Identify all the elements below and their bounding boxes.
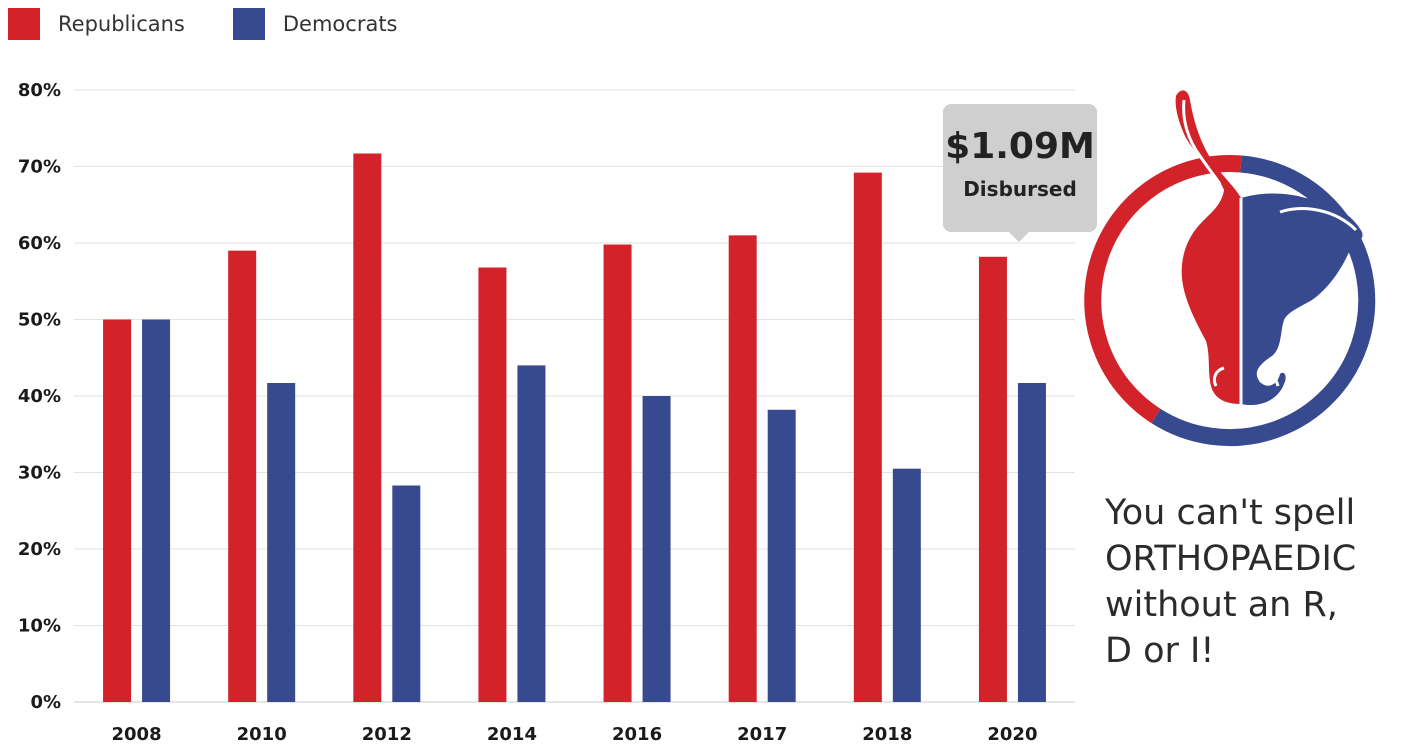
bar-republicans-2018 (853, 172, 882, 702)
bars (103, 153, 1046, 702)
slogan-line-2: ORTHOPAEDIC (1105, 539, 1357, 579)
x-axis-ticks: 2008 2010 2012 2014 2016 2017 2018 2020 (112, 724, 1038, 745)
x-tick-label: 2012 (362, 724, 412, 745)
y-tick-label: 70% (18, 157, 61, 178)
x-tick-label: 2008 (112, 724, 162, 745)
legend-swatch-republicans (8, 8, 40, 40)
bar-republicans-2020 (978, 256, 1007, 702)
bar-chart: 0%10%20%30%40%50%60%70%80% 2008 2010 2012 2… (18, 80, 1075, 745)
y-axis-ticks: 0% 10% 20% 30% 40% 50% 60% 70% 80% (18, 80, 61, 713)
slogan: You can't spell ORTHOPAEDIC without an R… (1105, 490, 1405, 674)
y-tick-label: 60% (18, 233, 61, 254)
bar-republicans-2012 (353, 153, 382, 702)
tooltip-amount: $1.09M (945, 126, 1095, 167)
x-tick-label: 2020 (987, 724, 1037, 745)
y-tick-label: 40% (18, 386, 61, 407)
disbursed-tooltip: $1.09M Disbursed (943, 104, 1097, 242)
bar-democrats-2017 (767, 409, 796, 702)
bar-democrats-2014 (517, 365, 546, 702)
grid-lines (74, 89, 1075, 703)
y-tick-label: 50% (18, 310, 61, 331)
y-tick-label: 30% (18, 463, 61, 484)
legend-label-republicans: Republicans (58, 12, 185, 36)
y-tick-label: 20% (18, 539, 61, 560)
bar-democrats-2018 (892, 468, 921, 702)
legend-item-democrats: Democrats (232, 8, 398, 40)
legend-label-democrats: Democrats (282, 12, 398, 36)
bar-republicans-2017 (728, 235, 757, 702)
y-tick-label: 80% (18, 80, 61, 101)
slogan-line-3: without an R, (1105, 585, 1338, 625)
tooltip-label: Disbursed (963, 177, 1077, 201)
bar-republicans-2014 (478, 267, 507, 702)
bar-republicans-2016 (603, 244, 632, 702)
bar-democrats-2016 (642, 396, 671, 702)
x-tick-label: 2018 (862, 724, 912, 745)
bar-democrats-2020 (1017, 382, 1046, 702)
x-tick-label: 2014 (487, 724, 537, 745)
x-tick-label: 2017 (737, 724, 787, 745)
x-tick-label: 2016 (612, 724, 662, 745)
elephant-donkey-hybrid-icon (1084, 90, 1376, 447)
legend-swatch-democrats (232, 8, 265, 40)
slogan-line-1: You can't spell (1105, 493, 1356, 533)
x-tick-label: 2010 (237, 724, 287, 745)
bar-democrats-2012 (392, 485, 421, 702)
bar-republicans-2008 (103, 319, 132, 702)
legend-item-republicans: Republicans (8, 8, 185, 40)
bar-democrats-2008 (142, 319, 171, 702)
y-tick-label: 10% (18, 616, 61, 637)
bar-republicans-2010 (228, 250, 257, 702)
bar-democrats-2010 (267, 382, 296, 702)
slogan-line-4: D or I! (1105, 631, 1215, 671)
chart-legend: Republicans Democrats (8, 8, 446, 40)
y-tick-label: 0% (30, 692, 61, 713)
